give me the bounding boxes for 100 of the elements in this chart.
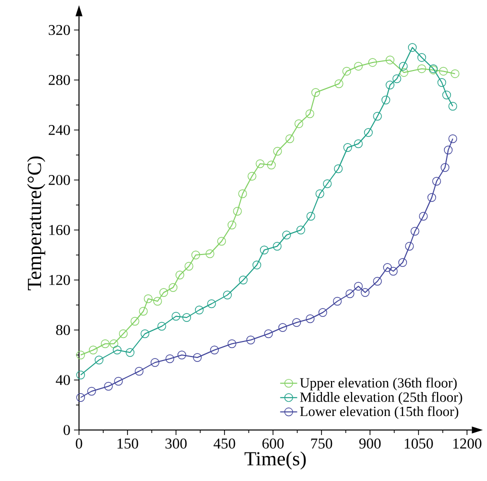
- y-axis-title: Temperature(°C): [27, 156, 46, 290]
- point: [114, 376, 123, 386]
- point: [217, 236, 226, 246]
- point: [248, 172, 256, 181]
- point: [410, 226, 420, 236]
- point: [184, 262, 194, 271]
- point: [134, 366, 144, 376]
- x-tick-label: 0: [76, 438, 82, 449]
- point: [130, 316, 140, 326]
- point: [193, 353, 202, 362]
- x-tick-label: 150: [118, 438, 138, 449]
- point: [94, 356, 104, 364]
- x-tick-label: 900: [359, 438, 381, 449]
- point: [292, 318, 301, 327]
- point: [228, 339, 236, 348]
- y-tick-label: 40: [56, 374, 70, 386]
- point: [437, 78, 446, 87]
- point: [440, 163, 450, 172]
- point: [238, 276, 248, 284]
- legend-label: Middle elevation (25th floor): [300, 392, 462, 405]
- y-tick-label: 200: [48, 174, 70, 186]
- x-tick-label: 300: [166, 438, 187, 449]
- point: [364, 128, 373, 137]
- point: [322, 179, 332, 188]
- point: [76, 370, 85, 380]
- point: [382, 96, 390, 104]
- point: [388, 266, 398, 276]
- point: [264, 329, 273, 338]
- point: [398, 62, 408, 71]
- legend-label: Lower elevation (15th floor): [300, 406, 458, 420]
- point: [228, 220, 236, 230]
- point: [260, 246, 269, 254]
- point: [191, 250, 200, 260]
- point: [206, 249, 214, 258]
- point: [282, 230, 291, 240]
- point: [360, 288, 370, 297]
- point: [354, 62, 363, 71]
- point: [417, 64, 426, 74]
- point: [405, 242, 414, 251]
- y-tick-label: 80: [56, 324, 70, 336]
- point: [210, 346, 219, 354]
- point: [207, 299, 216, 308]
- point: [306, 109, 314, 118]
- point: [76, 393, 85, 402]
- x-tick-label: 750: [311, 438, 332, 449]
- y-tick-label: 280: [48, 74, 70, 86]
- point: [400, 68, 408, 77]
- point: [318, 308, 328, 317]
- y-tick-label: 160: [49, 224, 70, 236]
- y-tick-label: 120: [49, 274, 70, 286]
- point: [126, 348, 134, 357]
- point: [296, 226, 306, 234]
- point: [238, 189, 247, 198]
- x-axis-title: Time(s): [244, 451, 306, 470]
- y-tick-label: 240: [48, 124, 70, 136]
- point: [182, 313, 192, 322]
- point: [342, 66, 352, 76]
- point: [392, 74, 402, 84]
- point: [386, 80, 394, 90]
- point: [383, 263, 392, 272]
- point: [333, 296, 342, 306]
- point: [306, 314, 315, 324]
- point: [159, 288, 168, 297]
- x-tick-label: 1200: [453, 438, 482, 449]
- point: [267, 160, 276, 170]
- point: [140, 329, 150, 338]
- point: [368, 58, 377, 67]
- point: [373, 276, 382, 286]
- point: [444, 146, 453, 154]
- point: [278, 323, 288, 332]
- point: [166, 354, 174, 364]
- y-tick-label: 0: [64, 424, 70, 436]
- point: [442, 90, 451, 100]
- point: [246, 336, 256, 344]
- point: [194, 306, 204, 314]
- legend-label: Upper elevation (36th floor): [300, 378, 457, 390]
- point: [408, 43, 417, 52]
- point: [88, 346, 98, 354]
- point: [448, 102, 458, 111]
- point: [354, 282, 363, 291]
- point: [334, 79, 344, 88]
- point: [398, 258, 407, 267]
- point: [252, 260, 262, 270]
- point: [306, 212, 316, 221]
- point: [176, 270, 184, 280]
- point: [354, 139, 363, 148]
- point: [316, 189, 324, 198]
- point: [285, 134, 294, 144]
- point: [427, 193, 436, 202]
- x-tick-label: 450: [214, 438, 236, 449]
- point: [177, 350, 186, 360]
- point: [334, 164, 343, 174]
- point: [112, 346, 122, 354]
- point: [432, 176, 441, 186]
- point: [110, 339, 118, 348]
- point: [419, 212, 428, 221]
- point: [273, 146, 282, 156]
- point: [417, 53, 426, 62]
- x-tick-label: 600: [262, 438, 284, 449]
- point: [346, 289, 354, 298]
